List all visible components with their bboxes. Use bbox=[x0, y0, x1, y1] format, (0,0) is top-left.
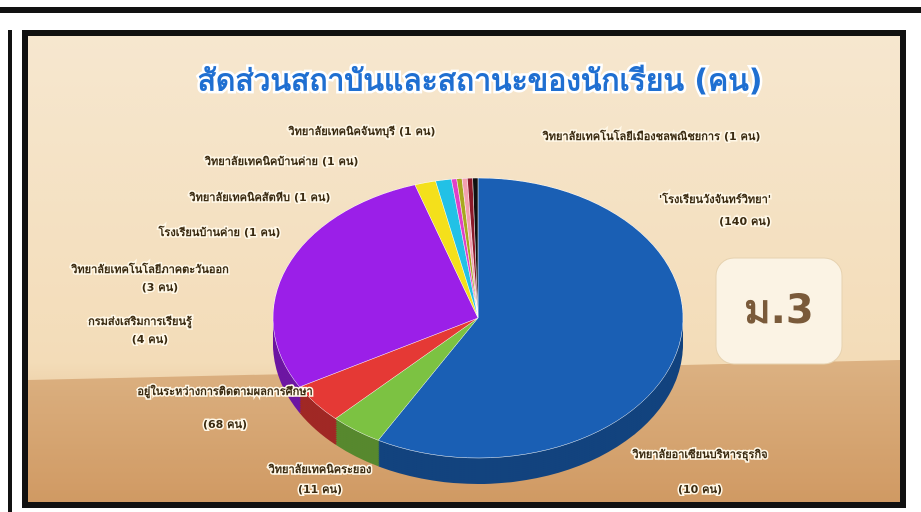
slice bbox=[377, 177, 684, 459]
badge: ม.3 bbox=[744, 287, 813, 333]
category-label: วิทยาลัยเทคโนโลยีเมืองชลพณิชยการ bbox=[542, 129, 720, 143]
badge-box bbox=[715, 257, 843, 365]
category-label: อยู่ในระหว่างการติดตามผลการศึกษา bbox=[137, 384, 312, 399]
category-label: วิทยาลัยเทคนิคสัตหีบ bbox=[189, 191, 290, 204]
value-label: (1 คน) bbox=[399, 125, 435, 138]
value-label: (1 คน) bbox=[322, 155, 358, 168]
slice bbox=[272, 184, 479, 388]
value-label: (3 คน) bbox=[142, 281, 178, 294]
chart-title: สัดส่วนสถาบันและสถานะของนักเรียน (คน) bbox=[198, 64, 763, 99]
value-label: (1 คน) bbox=[294, 191, 330, 204]
value-label: (1 คน) bbox=[724, 130, 760, 143]
value-label: (4 คน) bbox=[132, 333, 168, 346]
category-label: โรงเรียนบ้านค่าย bbox=[158, 225, 240, 239]
value-label: (68 คน) bbox=[203, 418, 247, 431]
pie bbox=[272, 177, 684, 484]
slice bbox=[472, 177, 479, 319]
category-label: กรมส่งเสริมการเรียนรู้ bbox=[88, 315, 192, 329]
value-label: (140 คน) bbox=[719, 215, 771, 228]
value-label: (1 คน) bbox=[244, 226, 280, 239]
category-label: วิทยาลัยเทคนิคระยอง bbox=[268, 463, 372, 476]
labels: 'โรงเรียนวังจันทร์วิทยา' (140 คน) วิทยาลัย… bbox=[69, 124, 773, 498]
category-label: วิทยาลัยเทคโนโลยีภาคตะวันออก bbox=[70, 262, 229, 276]
category-label: วิทยาลัยเทคนิคจันทบุรี bbox=[288, 125, 396, 139]
category-label: วิทยาลัยอาเซียนบริหารธุรกิจ bbox=[632, 448, 768, 462]
category-label: 'โรงเรียนวังจันทร์วิทยา' bbox=[659, 192, 771, 206]
category-label: วิทยาลัยเทคนิคบ้านค่าย bbox=[204, 155, 318, 168]
value-label: (10 คน) bbox=[678, 483, 722, 496]
value-label: (11 คน) bbox=[298, 483, 342, 496]
